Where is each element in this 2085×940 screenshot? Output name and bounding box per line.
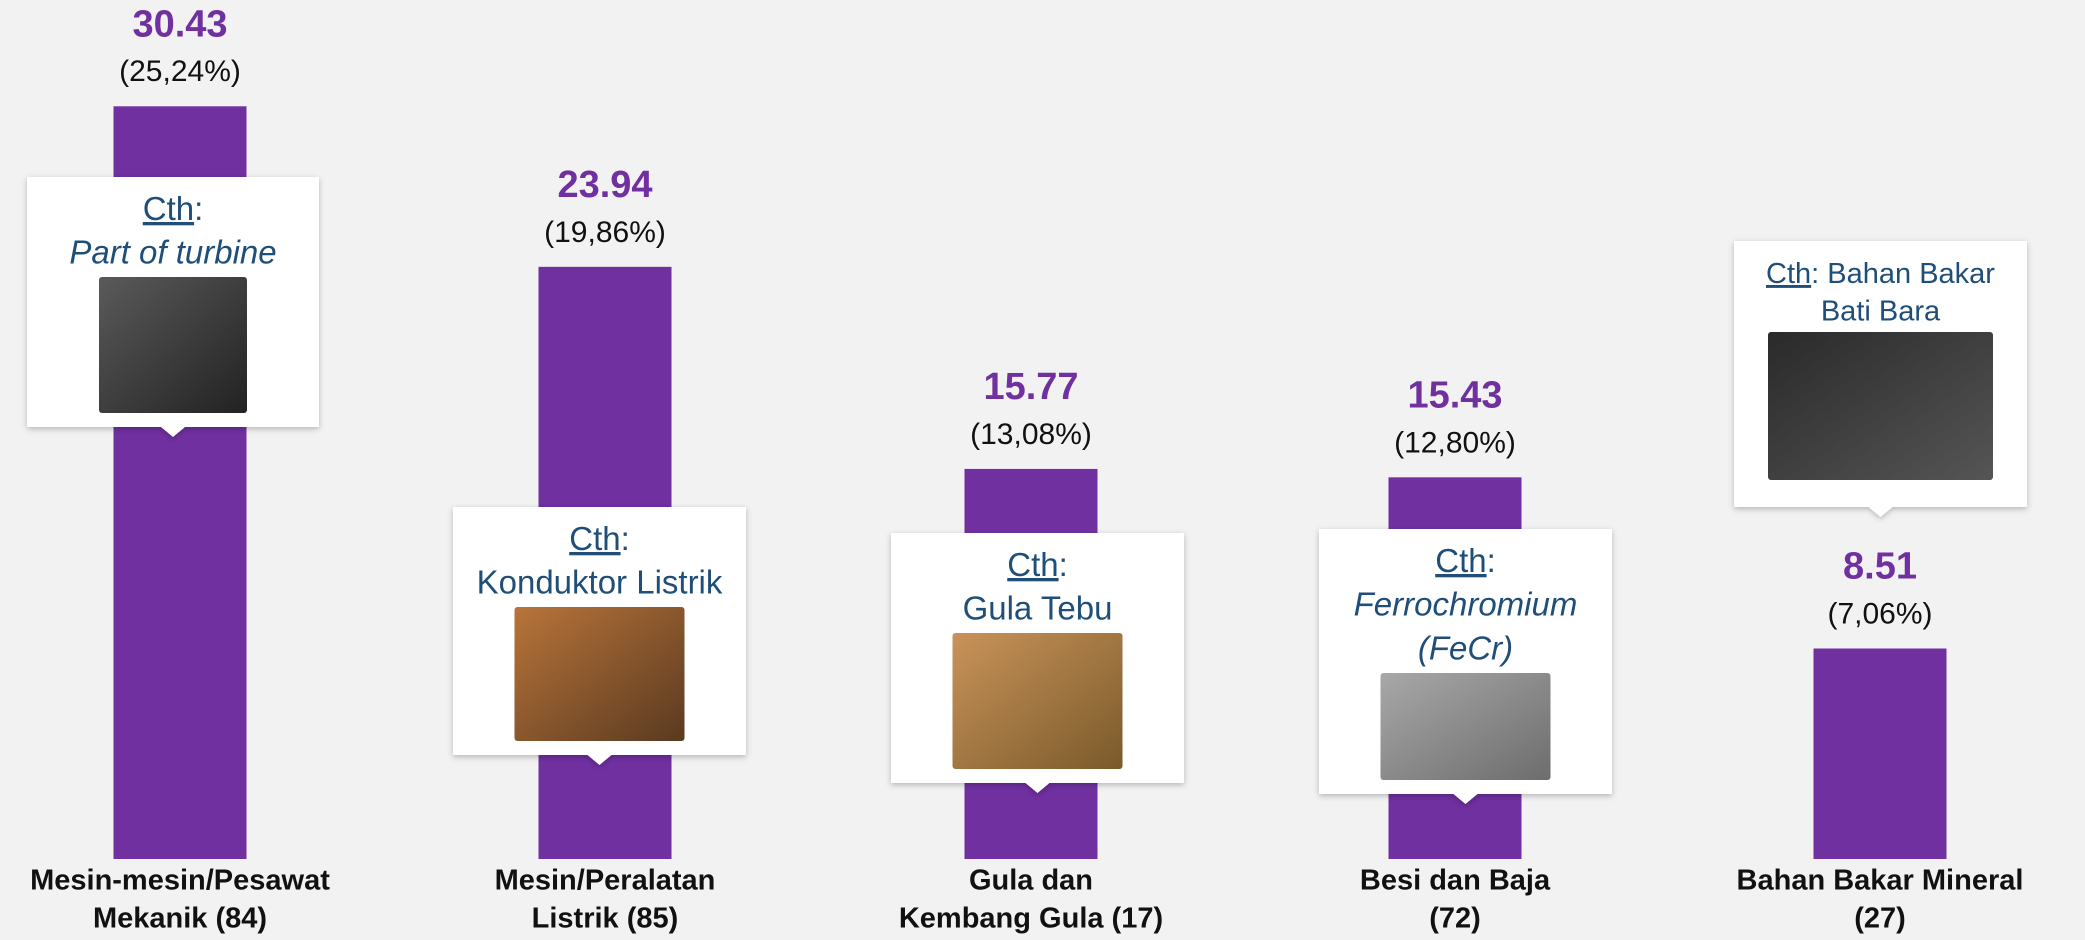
callout-text: Konduktor Listrik (477, 564, 723, 601)
callout-after: : Bahan Bakar (1811, 258, 1995, 290)
callout-text: Part of turbine (69, 234, 276, 271)
callout: Cth: Konduktor Listrik (453, 507, 746, 765)
category-label: Listrik (85) (532, 903, 679, 935)
callout: Cth: Gula Tebu (891, 533, 1184, 793)
category-label: Mesin-mesin/Pesawat (30, 865, 330, 897)
callout-heading: Cth: Bahan Bakar (1766, 258, 1995, 290)
value-label: 8.51 (1843, 546, 1917, 588)
callout-link: Cth (143, 190, 194, 227)
category-label: Gula dan (969, 865, 1093, 897)
callout: Cth: Bahan Bakar Bati Bara (1734, 241, 2027, 517)
callout-heading: Cth: (143, 190, 204, 227)
callout-text: (FeCr) (1418, 630, 1513, 667)
value-label: 15.77 (983, 366, 1078, 408)
percent-label: (19,86%) (544, 216, 666, 249)
example-image (1768, 332, 1993, 480)
callout-text: Bati Bara (1821, 296, 1941, 328)
callout: Cth: Part of turbine (27, 177, 319, 437)
example-image (952, 633, 1123, 769)
value-label: 15.43 (1407, 374, 1502, 416)
category-label: (27) (1854, 903, 1906, 935)
category-label: Kembang Gula (17) (899, 903, 1163, 935)
percent-label: (7,06%) (1827, 597, 1932, 630)
example-image (99, 277, 247, 413)
category-label: (72) (1429, 903, 1481, 935)
category-label: Besi dan Baja (1360, 865, 1551, 897)
example-image (1380, 673, 1551, 780)
callout: Cth: Ferrochromium (FeCr) (1319, 529, 1612, 804)
callout-text: Gula Tebu (963, 590, 1113, 627)
callout-link: Cth (1007, 546, 1058, 583)
category-label: Mekanik (84) (93, 903, 267, 935)
callout-link: Cth (1766, 258, 1811, 290)
callout-heading: Cth: (1007, 546, 1068, 583)
callout-text: Ferrochromium (1354, 586, 1578, 623)
callout-link: Cth (1435, 542, 1486, 579)
callout-after: : (621, 520, 630, 557)
callout-after: : (1059, 546, 1068, 583)
value-label: 30.43 (132, 3, 227, 45)
value-label: 23.94 (557, 164, 652, 206)
category-label: Bahan Bakar Mineral (1737, 865, 2024, 897)
callout-after: : (1487, 542, 1496, 579)
percent-label: (25,24%) (119, 55, 241, 88)
percent-label: (13,08%) (970, 418, 1092, 451)
bar (1813, 648, 1947, 859)
category-label: Mesin/Peralatan (495, 865, 716, 897)
callout-after: : (194, 190, 203, 227)
callout-link: Cth (569, 520, 620, 557)
callout-heading: Cth: (1435, 542, 1496, 579)
callout-heading: Cth: (569, 520, 630, 557)
example-image (514, 607, 685, 741)
percent-label: (12,80%) (1394, 426, 1516, 459)
